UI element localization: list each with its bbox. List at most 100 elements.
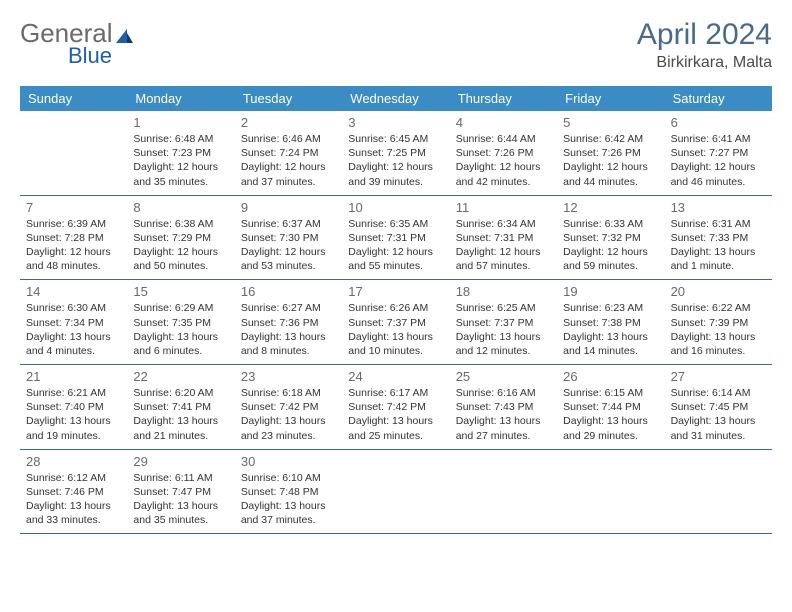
day-cell: 24 Sunrise: 6:17 AMSunset: 7:42 PMDayligh… bbox=[342, 365, 449, 449]
location: Birkirkara, Malta bbox=[637, 54, 772, 72]
day-cell: 14Sunrise: 6:30 AMSunset: 7:34 PMDayligh… bbox=[20, 280, 127, 364]
day-number: 4 bbox=[456, 115, 551, 130]
day-info: Sunrise: 6:20 AMSunset: 7:41 PMDaylight:… bbox=[133, 386, 228, 443]
day-number: 3 bbox=[348, 115, 443, 130]
calendar: SundayMondayTuesdayWednesdayThursdayFrid… bbox=[20, 86, 772, 534]
day-number: 15 bbox=[133, 284, 228, 299]
day-info: Sunrise: 6:39 AMSunset: 7:28 PMDaylight:… bbox=[26, 217, 121, 274]
day-cell: 6Sunrise: 6:41 AMSunset: 7:27 PMDaylight… bbox=[665, 111, 772, 195]
day-header-cell: Tuesday bbox=[235, 86, 342, 111]
day-header-cell: Monday bbox=[127, 86, 234, 111]
logo-mark-icon bbox=[115, 28, 135, 49]
day-number: 8 bbox=[133, 200, 228, 215]
day-cell: 15 Sunrise: 6:29 AMSunset: 7:35 PMDayligh… bbox=[127, 280, 234, 364]
week-row: 7Sunrise: 6:39 AMSunset: 7:28 PMDaylight… bbox=[20, 196, 772, 281]
day-header-cell: Thursday bbox=[450, 86, 557, 111]
month-title: April 2024 bbox=[637, 18, 772, 52]
day-cell: 21Sunrise: 6:21 AMSunset: 7:40 PMDayligh… bbox=[20, 365, 127, 449]
day-info: Sunrise: 6:34 AMSunset: 7:31 PMDaylight:… bbox=[456, 217, 551, 274]
day-number: 19 bbox=[563, 284, 658, 299]
day-info: Sunrise: 6:14 AMSunset: 7:45 PMDaylight:… bbox=[671, 386, 766, 443]
day-cell: 27 Sunrise: 6:14 AMSunset: 7:45 PMDayligh… bbox=[665, 365, 772, 449]
day-number: 2 bbox=[241, 115, 336, 130]
logo-text-blue: Blue bbox=[68, 43, 112, 69]
day-info: Sunrise: 6:16 AMSunset: 7:43 PMDaylight:… bbox=[456, 386, 551, 443]
day-number: 27 bbox=[671, 369, 766, 384]
empty-cell bbox=[450, 450, 557, 534]
day-number: 28 bbox=[26, 454, 121, 469]
day-info: Sunrise: 6:42 AMSunset: 7:26 PMDaylight:… bbox=[563, 132, 658, 189]
day-cell: 7Sunrise: 6:39 AMSunset: 7:28 PMDaylight… bbox=[20, 196, 127, 280]
day-header-cell: Sunday bbox=[20, 86, 127, 111]
empty-cell bbox=[557, 450, 664, 534]
day-cell: 12 Sunrise: 6:33 AMSunset: 7:32 PMDayligh… bbox=[557, 196, 664, 280]
day-info: Sunrise: 6:22 AMSunset: 7:39 PMDaylight:… bbox=[671, 301, 766, 358]
empty-cell bbox=[20, 111, 127, 195]
day-number: 13 bbox=[671, 200, 766, 215]
day-info: Sunrise: 6:44 AMSunset: 7:26 PMDaylight:… bbox=[456, 132, 551, 189]
day-number: 5 bbox=[563, 115, 658, 130]
week-row: 28 Sunrise: 6:12 AMSunset: 7:46 PMDayligh… bbox=[20, 450, 772, 535]
day-info: Sunrise: 6:17 AMSunset: 7:42 PMDaylight:… bbox=[348, 386, 443, 443]
day-cell: 10 Sunrise: 6:35 AMSunset: 7:31 PMDayligh… bbox=[342, 196, 449, 280]
day-cell: 20 Sunrise: 6:22 AMSunset: 7:39 PMDayligh… bbox=[665, 280, 772, 364]
day-cell: 1 Sunrise: 6:48 AMSunset: 7:23 PMDaylight… bbox=[127, 111, 234, 195]
day-info: Sunrise: 6:46 AMSunset: 7:24 PMDaylight:… bbox=[241, 132, 336, 189]
weeks-container: 1 Sunrise: 6:48 AMSunset: 7:23 PMDaylight… bbox=[20, 111, 772, 534]
day-number: 17 bbox=[348, 284, 443, 299]
day-info: Sunrise: 6:26 AMSunset: 7:37 PMDaylight:… bbox=[348, 301, 443, 358]
empty-cell bbox=[665, 450, 772, 534]
day-info: Sunrise: 6:38 AMSunset: 7:29 PMDaylight:… bbox=[133, 217, 228, 274]
day-number: 11 bbox=[456, 200, 551, 215]
day-info: Sunrise: 6:15 AMSunset: 7:44 PMDaylight:… bbox=[563, 386, 658, 443]
day-info: Sunrise: 6:11 AMSunset: 7:47 PMDaylight:… bbox=[133, 471, 228, 528]
day-number: 23 bbox=[241, 369, 336, 384]
day-cell: 16Sunrise: 6:27 AMSunset: 7:36 PMDayligh… bbox=[235, 280, 342, 364]
day-cell: 30 Sunrise: 6:10 AMSunset: 7:48 PMDayligh… bbox=[235, 450, 342, 534]
week-row: 1 Sunrise: 6:48 AMSunset: 7:23 PMDaylight… bbox=[20, 111, 772, 196]
day-number: 21 bbox=[26, 369, 121, 384]
day-info: Sunrise: 6:12 AMSunset: 7:46 PMDaylight:… bbox=[26, 471, 121, 528]
empty-cell bbox=[342, 450, 449, 534]
day-info: Sunrise: 6:31 AMSunset: 7:33 PMDaylight:… bbox=[671, 217, 766, 274]
day-info: Sunrise: 6:35 AMSunset: 7:31 PMDaylight:… bbox=[348, 217, 443, 274]
day-number: 10 bbox=[348, 200, 443, 215]
day-info: Sunrise: 6:48 AMSunset: 7:23 PMDaylight:… bbox=[133, 132, 228, 189]
day-cell: 11 Sunrise: 6:34 AMSunset: 7:31 PMDayligh… bbox=[450, 196, 557, 280]
day-number: 6 bbox=[671, 115, 766, 130]
day-cell: 23Sunrise: 6:18 AMSunset: 7:42 PMDayligh… bbox=[235, 365, 342, 449]
week-row: 21Sunrise: 6:21 AMSunset: 7:40 PMDayligh… bbox=[20, 365, 772, 450]
day-info: Sunrise: 6:10 AMSunset: 7:48 PMDaylight:… bbox=[241, 471, 336, 528]
day-info: Sunrise: 6:27 AMSunset: 7:36 PMDaylight:… bbox=[241, 301, 336, 358]
day-cell: 26Sunrise: 6:15 AMSunset: 7:44 PMDayligh… bbox=[557, 365, 664, 449]
day-cell: 22 Sunrise: 6:20 AMSunset: 7:41 PMDayligh… bbox=[127, 365, 234, 449]
day-cell: 2 Sunrise: 6:46 AMSunset: 7:24 PMDaylight… bbox=[235, 111, 342, 195]
day-number: 1 bbox=[133, 115, 228, 130]
day-cell: 13 Sunrise: 6:31 AMSunset: 7:33 PMDayligh… bbox=[665, 196, 772, 280]
day-number: 30 bbox=[241, 454, 336, 469]
day-number: 25 bbox=[456, 369, 551, 384]
day-number: 20 bbox=[671, 284, 766, 299]
title-block: April 2024 Birkirkara, Malta bbox=[637, 18, 772, 72]
day-header-cell: Saturday bbox=[665, 86, 772, 111]
day-header-cell: Wednesday bbox=[342, 86, 449, 111]
day-number: 22 bbox=[133, 369, 228, 384]
week-row: 14Sunrise: 6:30 AMSunset: 7:34 PMDayligh… bbox=[20, 280, 772, 365]
day-number: 12 bbox=[563, 200, 658, 215]
day-info: Sunrise: 6:23 AMSunset: 7:38 PMDaylight:… bbox=[563, 301, 658, 358]
day-number: 29 bbox=[133, 454, 228, 469]
day-header-row: SundayMondayTuesdayWednesdayThursdayFrid… bbox=[20, 86, 772, 111]
day-info: Sunrise: 6:33 AMSunset: 7:32 PMDaylight:… bbox=[563, 217, 658, 274]
day-info: Sunrise: 6:30 AMSunset: 7:34 PMDaylight:… bbox=[26, 301, 121, 358]
day-cell: 3Sunrise: 6:45 AMSunset: 7:25 PMDaylight… bbox=[342, 111, 449, 195]
day-header-cell: Friday bbox=[557, 86, 664, 111]
day-cell: 28 Sunrise: 6:12 AMSunset: 7:46 PMDayligh… bbox=[20, 450, 127, 534]
day-cell: 29 Sunrise: 6:11 AMSunset: 7:47 PMDayligh… bbox=[127, 450, 234, 534]
day-info: Sunrise: 6:37 AMSunset: 7:30 PMDaylight:… bbox=[241, 217, 336, 274]
day-cell: 19 Sunrise: 6:23 AMSunset: 7:38 PMDayligh… bbox=[557, 280, 664, 364]
day-cell: 25 Sunrise: 6:16 AMSunset: 7:43 PMDayligh… bbox=[450, 365, 557, 449]
day-cell: 17 Sunrise: 6:26 AMSunset: 7:37 PMDayligh… bbox=[342, 280, 449, 364]
day-number: 18 bbox=[456, 284, 551, 299]
day-number: 24 bbox=[348, 369, 443, 384]
day-info: Sunrise: 6:29 AMSunset: 7:35 PMDaylight:… bbox=[133, 301, 228, 358]
